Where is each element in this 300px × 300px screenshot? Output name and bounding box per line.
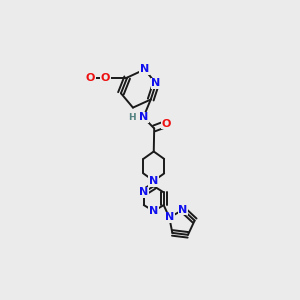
Text: O: O [85, 73, 95, 82]
Text: H: H [128, 113, 136, 122]
Text: N: N [139, 188, 148, 197]
Text: N: N [149, 176, 158, 186]
Text: N: N [139, 112, 148, 122]
Text: O: O [162, 119, 171, 129]
Text: N: N [165, 212, 174, 222]
Text: O: O [100, 73, 110, 82]
Text: N: N [149, 206, 158, 216]
Text: N: N [152, 78, 161, 88]
Text: N: N [178, 205, 188, 215]
Text: N: N [140, 64, 149, 74]
